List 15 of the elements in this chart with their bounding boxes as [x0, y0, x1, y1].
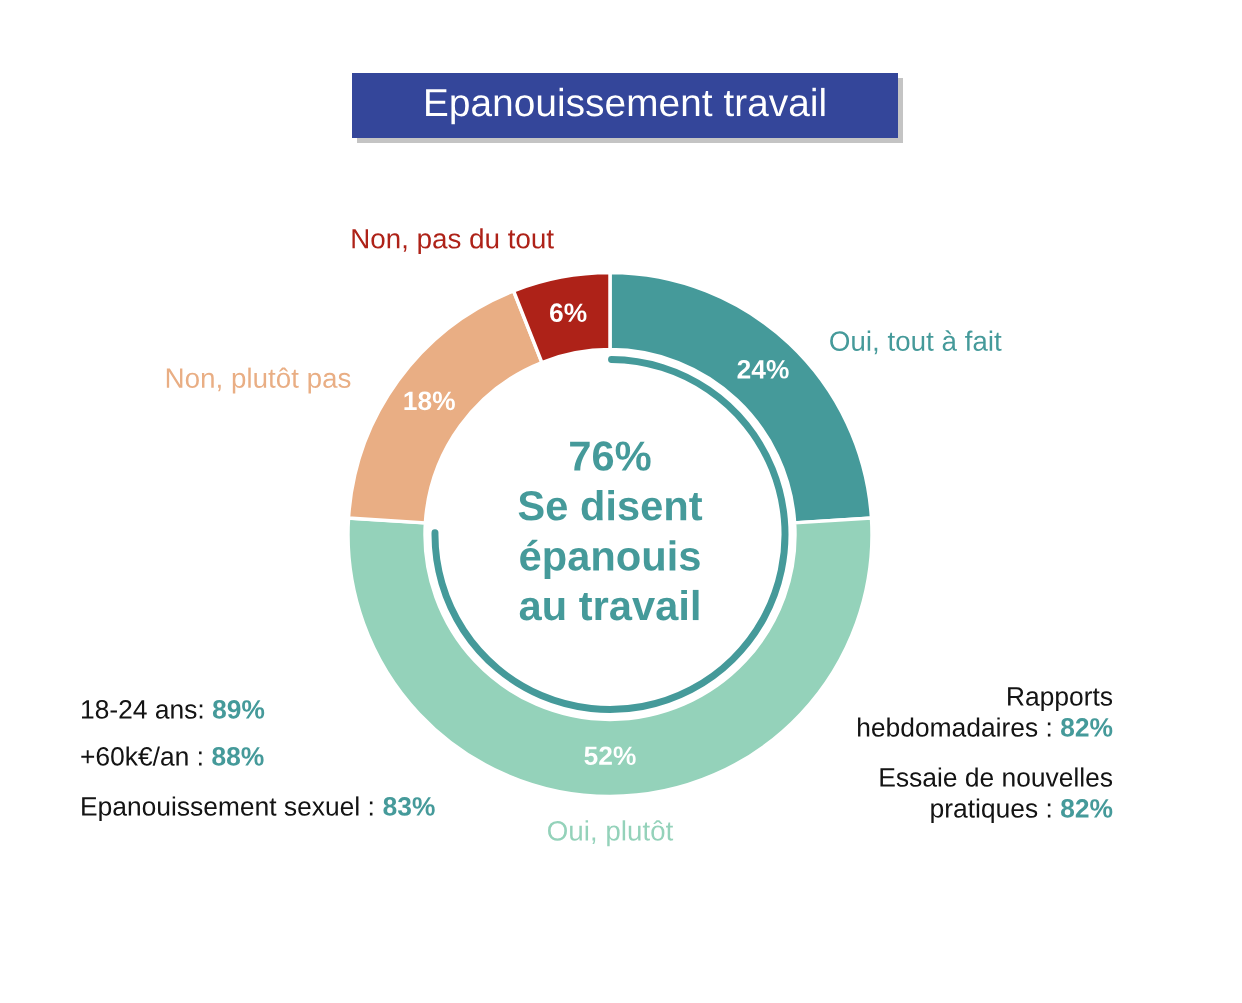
text: Essaie de nouvelles pratiques : 82% [880, 767, 1113, 823]
slice-label: Non, pas du tout [352, 228, 554, 255]
data-label: 24% [737, 359, 789, 379]
slice-label: Non, plutôt pas [166, 367, 351, 394]
slice-label: Oui, tout à fait [830, 330, 1002, 355]
chart-title: Epanouissement travail [426, 87, 825, 125]
data-label: 52% [584, 746, 636, 766]
text: 18-24 ans: 89% [82, 700, 265, 719]
text: Rapports hebdomadaires : 82% [858, 687, 1113, 737]
data-label: 18% [404, 391, 455, 411]
data-label: 6% [550, 303, 587, 323]
text: Epanouissement sexuel : 83% [82, 796, 435, 821]
slice-label: Oui, plutôt [548, 820, 674, 847]
text: 76% Se disent épanouis au travail [518, 441, 703, 621]
text: +60k€/an : 88% [81, 746, 264, 766]
